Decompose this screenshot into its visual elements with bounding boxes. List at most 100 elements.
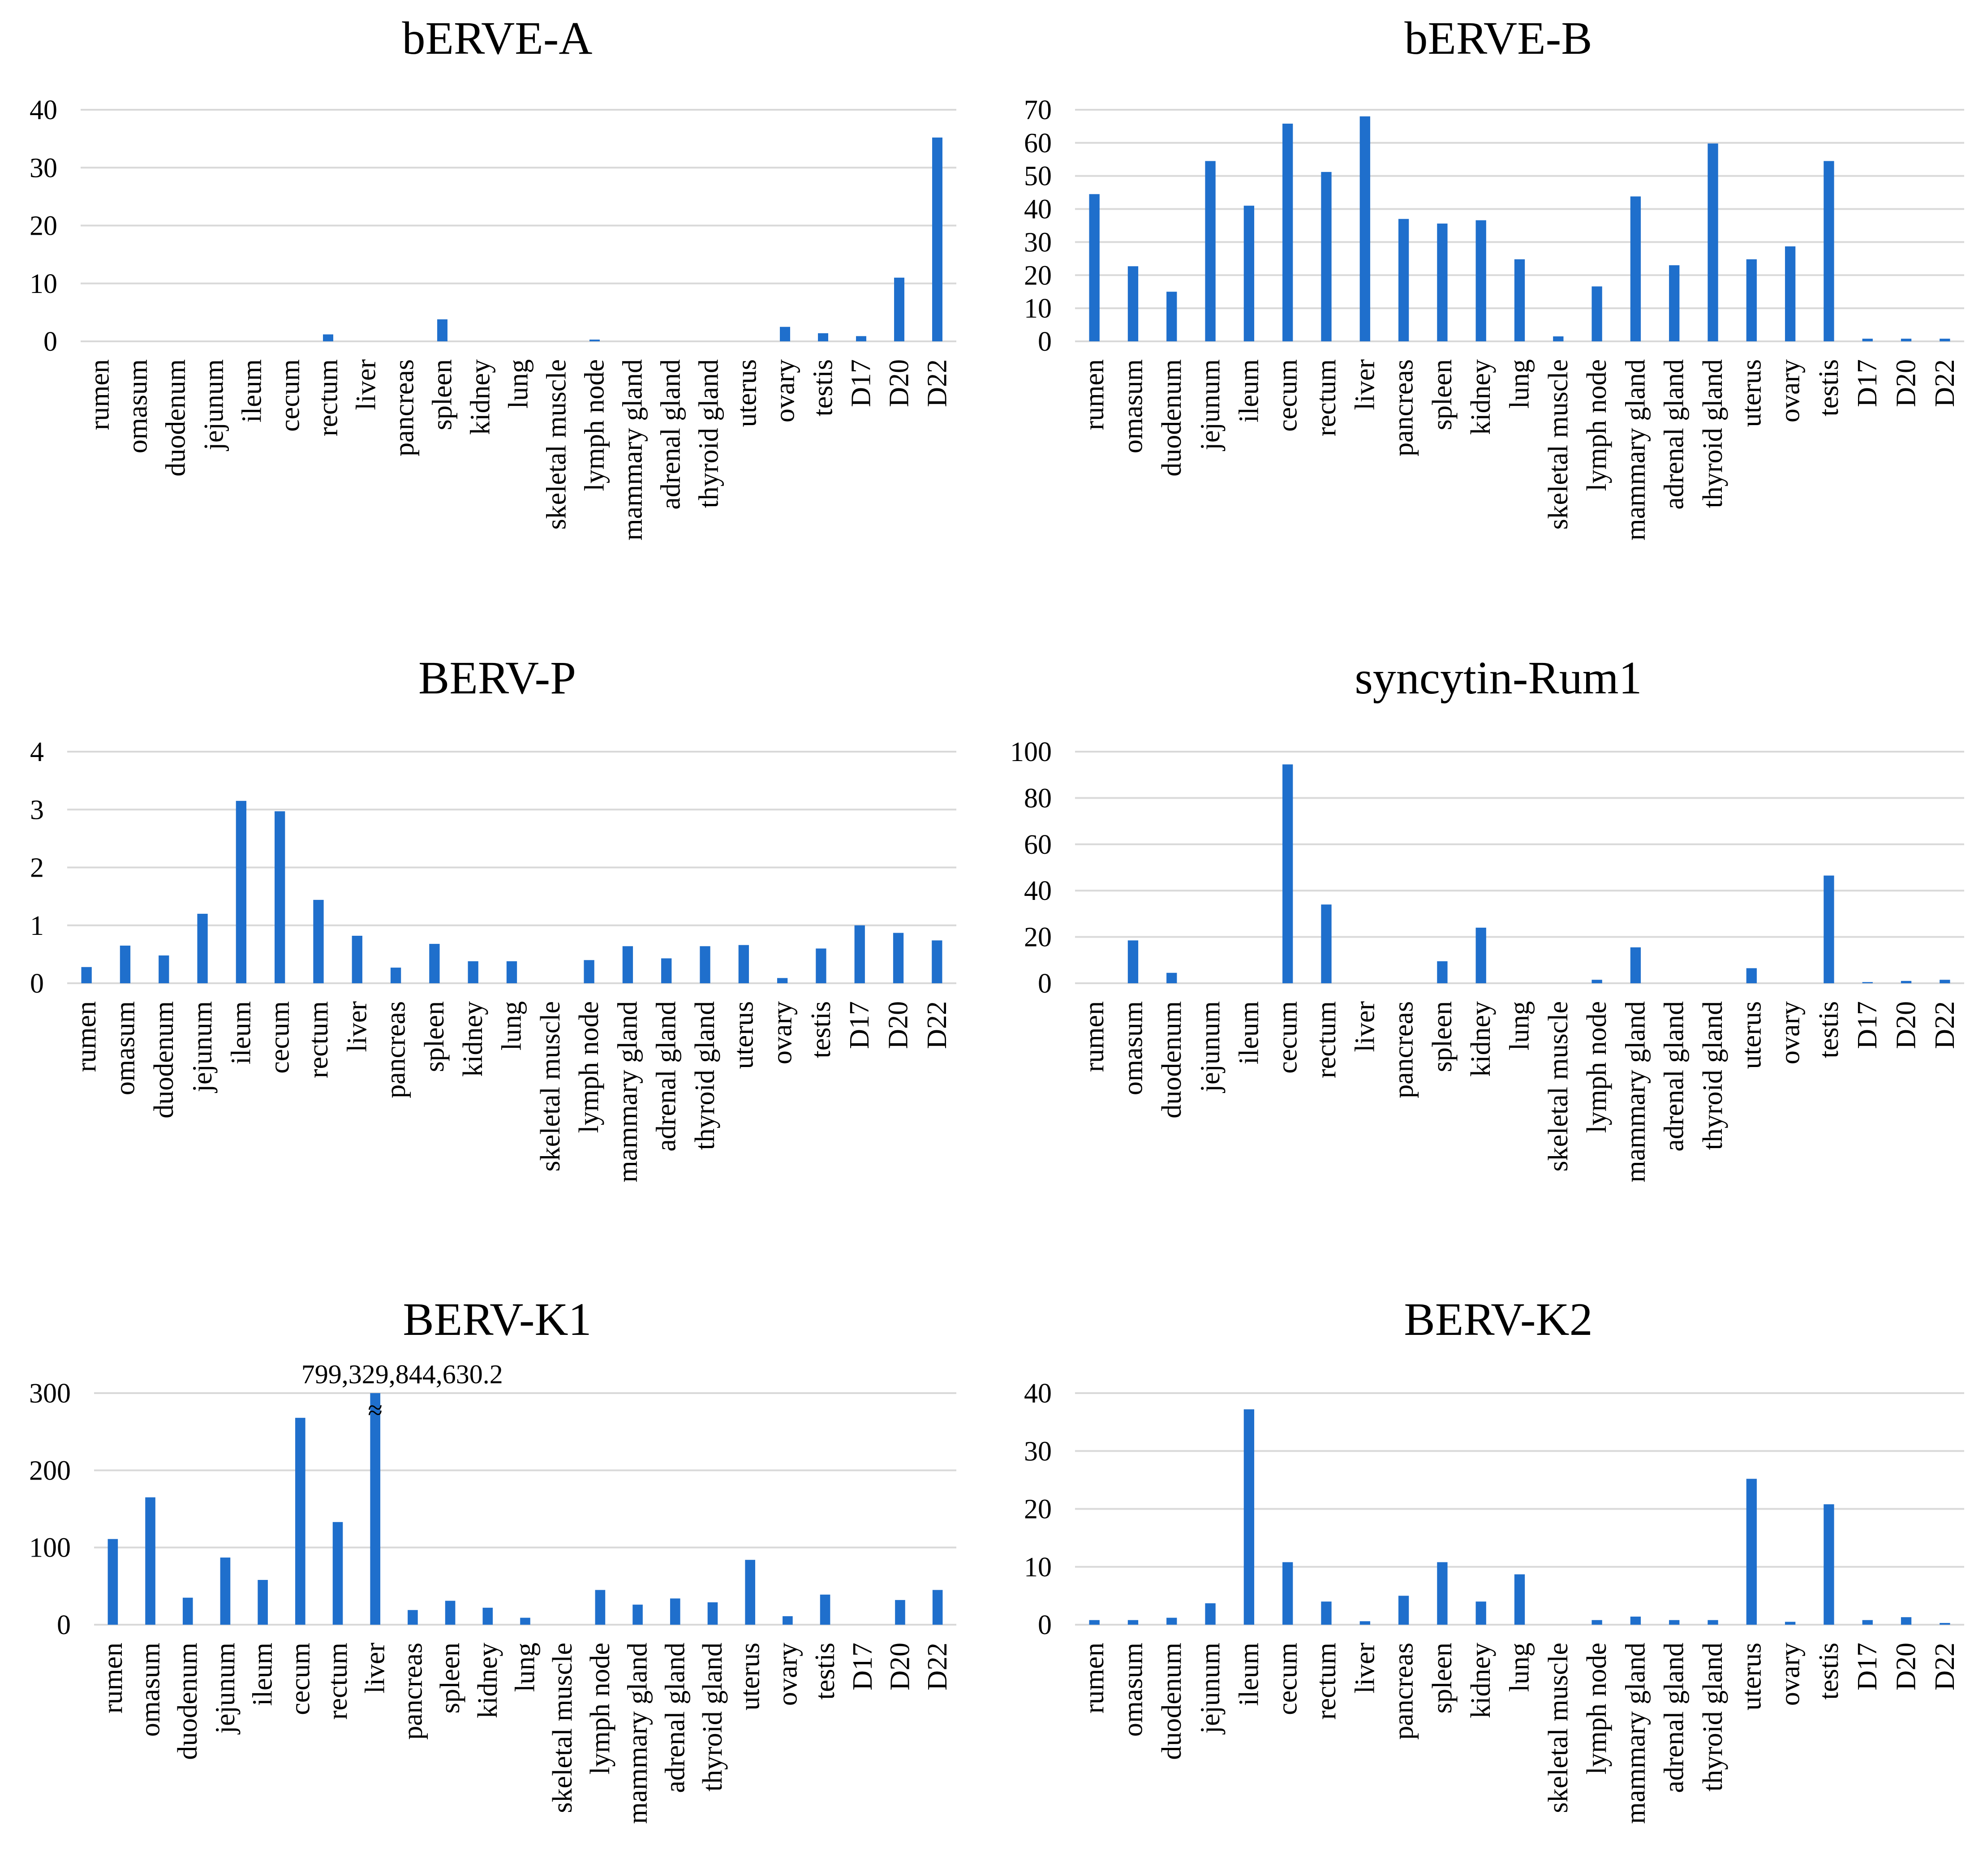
- bar-ileum: [1243, 206, 1255, 341]
- bar-testis: [1824, 1504, 1834, 1625]
- x-tick-label: kidney: [1466, 359, 1496, 435]
- x-tick-label: D20: [1891, 1001, 1922, 1049]
- x-tick-label: lung: [1505, 1643, 1535, 1692]
- bar-pancreas: [390, 968, 401, 983]
- y-tick-label: 60: [1024, 830, 1052, 860]
- bar-lymph-node: [595, 1590, 606, 1625]
- x-tick-label: pancreas: [1389, 359, 1419, 456]
- x-tick-label: lung: [503, 359, 534, 409]
- x-tick-label: kidney: [473, 1643, 503, 1718]
- y-tick-label: 100: [1010, 737, 1052, 767]
- y-tick-label: 0: [43, 327, 57, 357]
- x-tick-label: omasum: [110, 1001, 140, 1095]
- x-tick-label: cecum: [1273, 359, 1303, 432]
- x-tick-label: uterus: [1736, 1001, 1767, 1069]
- x-tick-label: thyroid gland: [1698, 1643, 1728, 1791]
- bar-omasum: [145, 1497, 155, 1625]
- x-tick-label: adrenal gland: [1659, 359, 1690, 510]
- chart-title: BERV-K1: [403, 1294, 591, 1345]
- x-tick-label: jejunum: [199, 359, 229, 451]
- bar-ovary: [777, 978, 788, 983]
- y-tick-label: 20: [30, 211, 57, 241]
- bar-d17: [1862, 339, 1873, 341]
- x-tick-label: skeletal muscle: [1543, 1001, 1574, 1171]
- chart-title: syncytin-Rum1: [1355, 652, 1642, 704]
- x-tick-label: lymph node: [1582, 359, 1612, 491]
- bar-kidney: [482, 1608, 493, 1625]
- x-tick-label: jejunum: [210, 1643, 241, 1734]
- x-tick-label: ileum: [226, 1001, 256, 1064]
- x-tick-label: adrenal gland: [1659, 1643, 1690, 1793]
- x-tick-label: rumen: [1079, 359, 1110, 430]
- bar-kidney: [1475, 220, 1486, 341]
- bar-uterus: [1746, 259, 1757, 341]
- bar-liver: [370, 1393, 381, 1625]
- y-tick-label: 1: [30, 911, 44, 941]
- y-tick-label: 40: [30, 95, 57, 125]
- x-tick-label: spleen: [419, 1001, 450, 1072]
- bar-skeletal-muscle: [1553, 336, 1564, 341]
- bar-omasum: [1127, 266, 1139, 341]
- x-tick-label: D22: [1930, 1643, 1960, 1691]
- x-tick-label: duodenum: [1157, 1001, 1187, 1119]
- bar-value-annotation: 799,329,844,630.2: [301, 1360, 503, 1389]
- x-tick-label: D20: [1891, 1643, 1922, 1691]
- bar-mammary-gland: [622, 946, 633, 983]
- x-tick-label: spleen: [1427, 359, 1458, 430]
- x-tick-label: rectum: [1311, 1643, 1342, 1720]
- x-tick-label: omasum: [1118, 359, 1148, 453]
- y-tick-label: 100: [29, 1533, 71, 1563]
- x-tick-label: thyroid gland: [697, 1643, 728, 1791]
- x-tick-label: omasum: [123, 359, 153, 453]
- bar-kidney: [1475, 927, 1486, 983]
- bar-ileum: [1243, 1409, 1255, 1625]
- x-tick-label: duodenum: [149, 1001, 179, 1119]
- bar-uterus: [1746, 968, 1757, 983]
- chart-berv-p: BERV-P 0 1 2 3 4 rumen omasum duodenum jejunum ile…: [30, 652, 956, 1183]
- bar-rumen: [1089, 1620, 1100, 1625]
- x-tick-label: lymph node: [580, 359, 610, 491]
- x-tick-label: lymph node: [1582, 1643, 1612, 1774]
- x-tick-label: mammary gland: [623, 1643, 653, 1824]
- x-tick-label: cecum: [1273, 1643, 1303, 1715]
- x-tick-label: spleen: [427, 359, 458, 430]
- x-tick-label: lymph node: [574, 1001, 604, 1133]
- bar-rectum: [313, 899, 324, 983]
- x-tick-label: D22: [922, 359, 953, 407]
- x-tick-label: uterus: [1736, 359, 1767, 427]
- x-tick-label: D20: [885, 1643, 915, 1691]
- x-tick-label: duodenum: [1157, 1643, 1187, 1760]
- x-tick-label: skeletal muscle: [547, 1643, 578, 1813]
- bar-testis: [1824, 161, 1834, 341]
- x-tick-label: mammary gland: [618, 359, 648, 541]
- bar-duodenum: [182, 1597, 193, 1625]
- bar-spleen: [1437, 961, 1448, 983]
- y-tick-label: 50: [1024, 161, 1052, 192]
- bar-rectum: [1321, 172, 1332, 341]
- bar-lymph-node: [1591, 980, 1602, 983]
- x-tick-label: D17: [1852, 1643, 1883, 1691]
- x-tick-label: rectum: [303, 1001, 334, 1078]
- x-tick-label: lymph node: [585, 1643, 615, 1774]
- x-tick-label: rumen: [71, 1001, 102, 1072]
- x-tick-label: rectum: [323, 1643, 353, 1720]
- y-tick-label: 10: [1024, 1552, 1052, 1583]
- x-tick-label: mammary gland: [1620, 359, 1651, 541]
- bar-rumen: [1089, 194, 1100, 341]
- bar-spleen: [429, 944, 440, 983]
- bar-d20: [1901, 339, 1912, 341]
- x-tick-label: kidney: [458, 1001, 488, 1077]
- x-tick-label: liver: [1350, 359, 1380, 410]
- bar-rumen: [108, 1539, 118, 1625]
- bar-thyroid-gland: [1708, 1620, 1718, 1625]
- bar-rectum: [1321, 1601, 1332, 1625]
- x-tick-label: thyroid gland: [690, 1001, 720, 1150]
- x-tick-label: jejunum: [1195, 1643, 1226, 1734]
- x-tick-label: skeletal muscle: [1543, 1643, 1574, 1813]
- x-tick-label: pancreas: [381, 1001, 411, 1098]
- y-tick-label: 3: [30, 795, 44, 825]
- bar-lung: [506, 961, 517, 983]
- bar-ovary: [1785, 246, 1796, 341]
- x-tick-label: liver: [360, 1643, 391, 1694]
- bar-d22: [1940, 1623, 1950, 1625]
